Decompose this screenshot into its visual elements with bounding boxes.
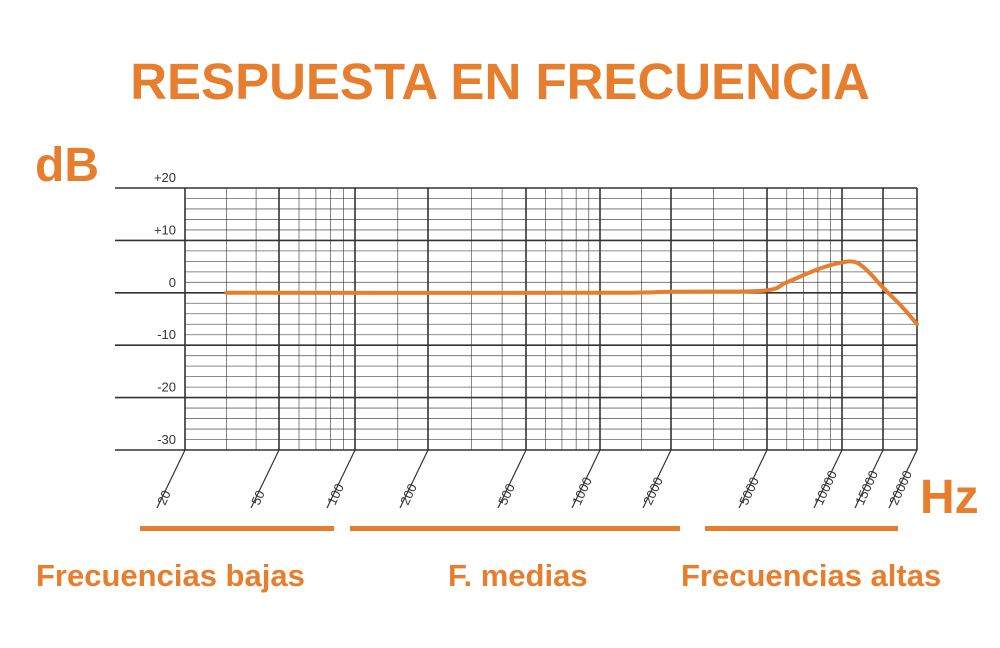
x-tick-slant bbox=[250, 449, 280, 509]
x-axis-label: Hz bbox=[920, 471, 979, 524]
x-tick-label: 1000 bbox=[569, 475, 595, 508]
x-tick-slant bbox=[854, 449, 884, 509]
x-tick-slant bbox=[326, 449, 356, 509]
x-tick-slant bbox=[813, 449, 843, 509]
y-tick-label: 0 bbox=[169, 275, 176, 290]
band-high-label: Frecuencias altas bbox=[681, 558, 942, 593]
y-tick-label: -10 bbox=[157, 327, 176, 342]
y-tick-label: -20 bbox=[157, 380, 176, 395]
y-tick-label: -30 bbox=[157, 432, 176, 447]
x-tick-slant bbox=[888, 449, 918, 509]
x-tick-label: 500 bbox=[495, 481, 518, 507]
band-mid-label: F. medias bbox=[448, 558, 588, 593]
x-tick-label: 10000 bbox=[811, 468, 840, 507]
band-high-bar bbox=[705, 526, 898, 531]
band-low-label: Frecuencias bajas bbox=[36, 558, 305, 593]
x-tick-slant bbox=[738, 449, 768, 509]
x-tick-label: 20 bbox=[154, 488, 174, 507]
x-tick-slant bbox=[642, 449, 672, 509]
y-tick-label: +10 bbox=[154, 222, 176, 237]
x-tick-slant bbox=[497, 449, 527, 509]
x-tick-slant bbox=[156, 449, 186, 509]
x-tick-label: 20000 bbox=[886, 468, 915, 507]
response-curve bbox=[224, 259, 919, 327]
chart-title: RESPUESTA EN FRECUENCIA bbox=[130, 53, 870, 110]
x-tick-label: 15000 bbox=[852, 468, 881, 507]
y-tick-label: +20 bbox=[154, 170, 176, 185]
x-tick-label: 200 bbox=[397, 481, 420, 507]
y-axis-label: dB bbox=[35, 139, 99, 192]
x-tick-label: 50 bbox=[248, 488, 268, 507]
x-tick-label: 5000 bbox=[736, 475, 762, 508]
x-tick-label: 2000 bbox=[640, 475, 666, 508]
x-tick-slant bbox=[571, 449, 601, 509]
x-tick-label: 100 bbox=[324, 481, 347, 507]
band-mid-bar bbox=[350, 526, 680, 531]
band-low-bar bbox=[140, 526, 334, 531]
x-tick-slant bbox=[399, 449, 429, 509]
